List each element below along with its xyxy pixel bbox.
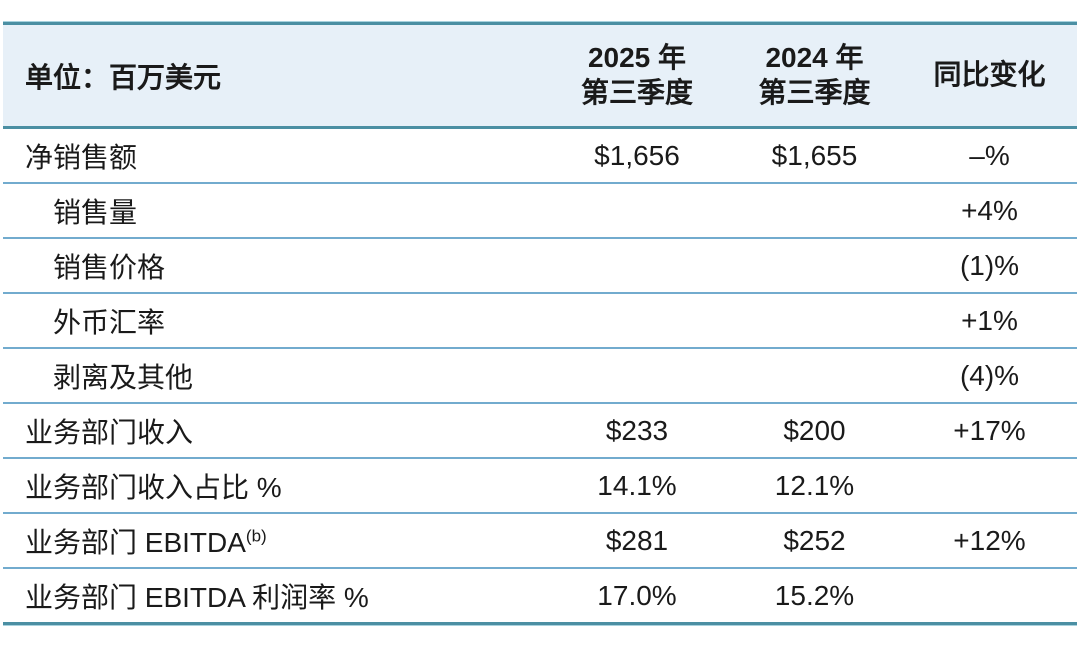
column-header-q3-2025-line1: 2025 年 <box>587 42 687 74</box>
table-row-segment-ebitda: 业务部门 EBITDA(b) $281 $252 +12% <box>3 514 1077 569</box>
financial-results-table: 单位：百万美元 2025 年 第三季度 2024 年 第三季度 同比变化 净销售… <box>3 22 1077 625</box>
row-label: 业务部门收入占比 % <box>25 471 282 503</box>
row-label: 销售价格 <box>53 251 166 283</box>
value-2025: $233 <box>605 414 669 446</box>
table-row-volume: 销售量 +4% <box>3 184 1077 239</box>
value-2024: $252 <box>783 524 846 556</box>
row-label: 净销售额 <box>25 141 138 173</box>
value-2024: $1,655 <box>771 139 858 171</box>
table-row-price: 销售价格 (1)% <box>3 239 1077 294</box>
table-row-segment-ebitda-margin: 业务部门 EBITDA 利润率 % 17.0% 15.2% <box>3 569 1077 622</box>
table-row-segment-income: 业务部门收入 $233 $200 +17% <box>3 404 1077 459</box>
table-row-segment-income-margin: 业务部门收入占比 % 14.1% 12.1% <box>3 459 1077 514</box>
row-label: 外币汇率 <box>53 306 166 338</box>
value-2024: 12.1% <box>774 469 855 501</box>
value-yoy: +17% <box>953 414 1026 446</box>
column-header-q3-2025-line2: 第三季度 <box>580 76 693 108</box>
column-header-q3-2024-line1: 2024 年 <box>765 42 864 74</box>
row-label-text: 业务部门 EBITDA <box>25 526 246 558</box>
column-header-q3-2024-line2: 第三季度 <box>758 76 871 108</box>
value-2024: $200 <box>783 414 846 446</box>
row-label: 销售量 <box>53 196 138 228</box>
value-yoy: +4% <box>961 194 1018 226</box>
row-label: 业务部门收入 <box>25 416 194 448</box>
value-2025: 17.0% <box>597 579 677 611</box>
table-row-net-sales: 净销售额 $1,656 $1,655 –% <box>3 129 1077 184</box>
column-header-q3-2025: 2025 年 第三季度 <box>547 41 727 109</box>
value-yoy: (4)% <box>959 359 1020 391</box>
column-header-q3-2024: 2024 年 第三季度 <box>727 41 902 109</box>
column-header-yoy-change: 同比变化 <box>933 59 1046 91</box>
table-row-currency: 外币汇率 +1% <box>3 294 1077 349</box>
row-label: 剥离及其他 <box>53 361 194 393</box>
table-row-divestitures-other: 剥离及其他 (4)% <box>3 349 1077 404</box>
row-label: 业务部门 EBITDA 利润率 % <box>25 581 369 613</box>
value-yoy: (1)% <box>959 249 1020 281</box>
value-2025: $281 <box>605 524 669 556</box>
value-2025: 14.1% <box>597 469 677 501</box>
value-2025: $1,656 <box>594 139 680 171</box>
value-yoy: +12% <box>953 524 1026 556</box>
footnote-marker-b: (b) <box>245 526 267 546</box>
unit-label: 单位：百万美元 <box>25 61 222 93</box>
value-2024: 15.2% <box>774 579 855 611</box>
table-header-row: 单位：百万美元 2025 年 第三季度 2024 年 第三季度 同比变化 <box>3 25 1077 129</box>
value-yoy: –% <box>969 139 1010 171</box>
row-label: 业务部门 EBITDA(b) <box>3 521 547 561</box>
value-yoy: +1% <box>961 304 1018 336</box>
